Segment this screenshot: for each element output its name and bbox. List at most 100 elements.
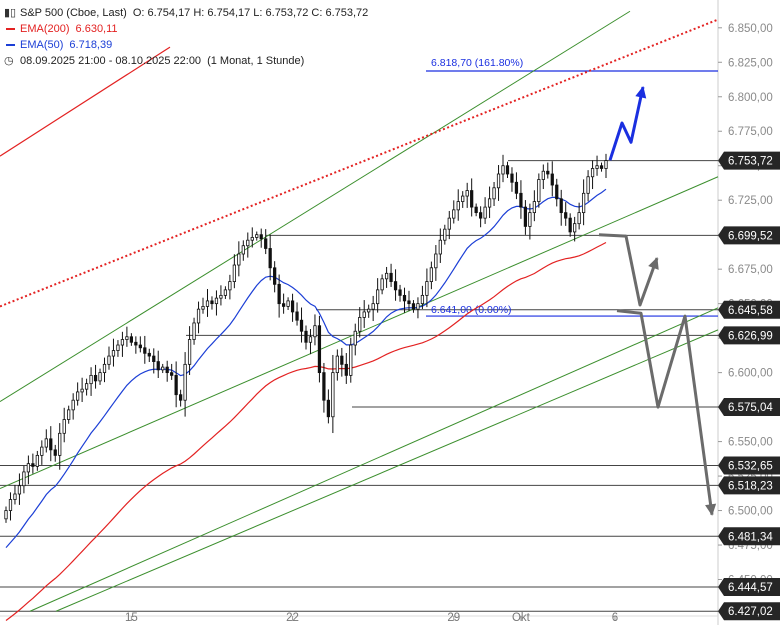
candle-body (147, 352, 151, 357)
candle-body (483, 206, 487, 219)
fib-161-label: 6.818,70 (161.80%) (431, 57, 523, 69)
candle-body (313, 325, 317, 338)
candle-body (335, 355, 339, 374)
legend-ema200-row: EMA(200) 6.630,11 (4, 21, 368, 37)
candle-body (434, 253, 438, 269)
candle-body (317, 325, 322, 374)
candle-body (595, 165, 599, 169)
candle-body (411, 303, 416, 310)
candle-body (380, 278, 384, 291)
y-tick-label: 6.825,00 (728, 57, 773, 69)
candle-body (461, 195, 465, 202)
x-tick-label: 29 (447, 612, 460, 624)
candle-body (326, 399, 331, 418)
candle-body (559, 198, 563, 214)
candle-body (470, 190, 474, 208)
candle-body (4, 510, 8, 520)
price-badge-label: 6.575,04 (728, 402, 773, 414)
candle-body (532, 201, 536, 214)
candle-body (371, 303, 375, 310)
candle-body (546, 170, 550, 175)
candle-body (93, 374, 98, 382)
candle-body (17, 485, 22, 495)
candle-body (228, 281, 232, 291)
candle-body (62, 419, 66, 434)
candle-body (353, 330, 357, 346)
candle-body (447, 217, 451, 230)
x-tick-label: 22 (286, 612, 299, 624)
candle-body (393, 281, 398, 291)
candle-body (528, 212, 532, 227)
candle-body (129, 336, 133, 343)
candle-body (308, 336, 313, 343)
candle-body (452, 209, 456, 219)
candle-body (599, 165, 604, 169)
candle-body (71, 399, 75, 411)
candle-body (331, 372, 335, 418)
candle-body (174, 374, 178, 396)
price-badge-label: 6.626,99 (728, 330, 773, 342)
candle-body (26, 463, 31, 473)
candle-body (201, 306, 205, 310)
ema50-line (5, 188, 607, 548)
legend-ema200-value: 6.630,11 (75, 23, 118, 35)
legend-period-detail: (1 Monat, 1 Stunde) (207, 55, 305, 67)
candle-body (196, 308, 201, 324)
price-badge: 6.699,52 (718, 226, 780, 245)
candle-body (67, 409, 71, 420)
price-badge-label: 6.645,58 (728, 305, 773, 317)
candle-body (80, 388, 84, 393)
candle-body (219, 294, 223, 299)
candle-body (179, 394, 183, 401)
price-badge-box (718, 151, 780, 170)
candle-body (479, 212, 483, 219)
candle-body (125, 336, 129, 340)
candle-body (555, 184, 559, 200)
candle-body (84, 383, 89, 390)
y-tick-label: 6.850,00 (728, 23, 773, 35)
price-badge: 6.626,99 (718, 326, 780, 345)
candle-body (389, 272, 393, 282)
price-badge: 6.444,57 (718, 578, 780, 597)
candle-body (246, 239, 250, 247)
price-badge: 6.481,34 (718, 527, 780, 546)
candle-body (286, 300, 290, 307)
candle-body (398, 289, 402, 296)
x-tick-label: 6 (612, 612, 618, 624)
candle-body (505, 165, 510, 175)
candle-body (152, 355, 156, 362)
projection-pullback-arrow (598, 233, 659, 307)
candle-body (496, 173, 501, 189)
candle-body (58, 432, 62, 456)
candle-body (590, 168, 595, 178)
candle-body (604, 160, 608, 169)
candle-body (492, 187, 496, 200)
candle-body (102, 363, 107, 374)
candle-body (299, 319, 304, 332)
legend-instrument-row: ▮▯ S&P 500 (Cboe, Last) O: 6.754,17 H: 6… (4, 5, 368, 21)
legend-period-row: ◷ 08.09.2025 21:00 - 08.10.2025 22:00 (1… (4, 53, 368, 69)
candle-body (40, 446, 44, 456)
candle-body (358, 317, 362, 332)
candle-body (376, 289, 380, 305)
candle-body (407, 300, 411, 305)
candle-body (349, 344, 353, 376)
price-badge: 6.753,72 (718, 151, 780, 170)
candle-body (237, 253, 241, 266)
candle-body (255, 234, 259, 238)
candle-body (76, 391, 80, 401)
price-badge-label: 6.518,23 (728, 480, 773, 492)
price-badge-box (718, 326, 780, 345)
legend-ohlc: O: 6.754,17 H: 6.754,17 L: 6.753,72 C: 6… (132, 7, 369, 19)
candle-body (573, 223, 577, 233)
ema200-longterm-dotted (0, 18, 719, 308)
candle-body (111, 350, 116, 357)
candle-body (143, 347, 147, 354)
candle-body (192, 322, 196, 340)
price-badge-box (718, 527, 780, 546)
candle-body (367, 308, 371, 313)
candle-body (49, 438, 53, 451)
candle-body (120, 339, 125, 346)
